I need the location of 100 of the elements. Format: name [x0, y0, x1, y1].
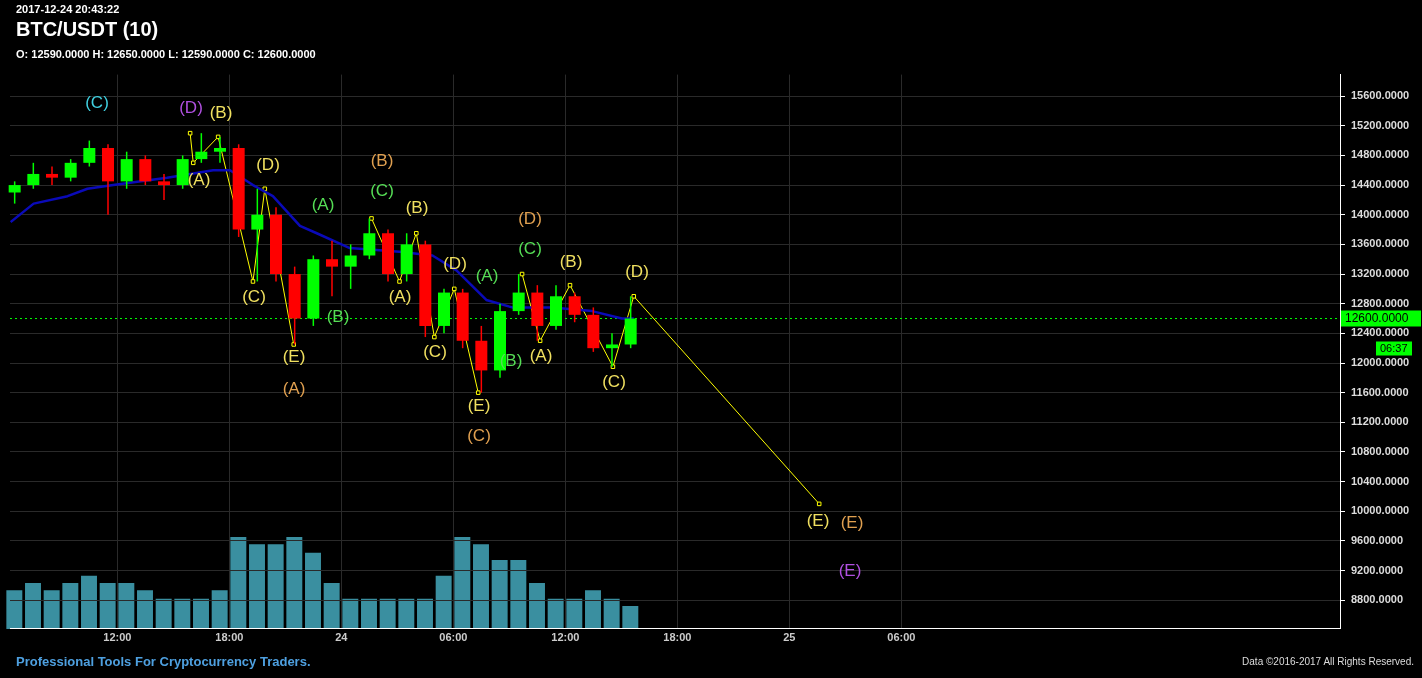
- bar: [361, 598, 378, 629]
- bar: [193, 598, 210, 629]
- point: [432, 334, 437, 340]
- chart-subtitle: O: 12590.0000 H: 12650.0000 L: 12590.0000 C: 12600.0000: [16, 48, 316, 60]
- x-tick-label: 12:00: [103, 631, 132, 644]
- point: [519, 271, 525, 277]
- x-tick-label: 18:00: [663, 631, 692, 644]
- annotation: (C): [370, 180, 394, 200]
- candlestick: [83, 139, 96, 168]
- bar: [604, 598, 620, 629]
- bar: [212, 590, 228, 629]
- x-tick-label: 12:00: [551, 631, 580, 644]
- bar: [174, 598, 191, 629]
- candlestick: [120, 150, 133, 190]
- bar: [398, 598, 415, 629]
- annotation: (A): [282, 378, 306, 398]
- y-tick-label: 9600.0000: [1351, 533, 1403, 546]
- y-tick-label: 15200.0000: [1351, 118, 1410, 131]
- y-tick-label: 8800.0000: [1351, 593, 1403, 606]
- candlestick: [214, 136, 226, 164]
- bar: [118, 582, 135, 629]
- bar: [436, 575, 452, 629]
- bar: [100, 582, 116, 629]
- x-tick-label: 24: [335, 631, 349, 644]
- annotation: (A): [475, 265, 499, 285]
- text: 2017-12-24 20:43:22: [16, 3, 120, 15]
- candlestick: [344, 243, 357, 290]
- point: [397, 279, 402, 284]
- point: [475, 390, 481, 395]
- y-tick-label: 11600.0000: [1351, 385, 1409, 398]
- candlestick: [64, 158, 77, 183]
- annotation: (A): [529, 345, 553, 365]
- bar: [622, 605, 639, 629]
- annotation: (C): [467, 425, 491, 445]
- point: [567, 282, 573, 288]
- point: [816, 501, 822, 507]
- bar: [25, 582, 42, 629]
- y-tick-label: 10400.0000: [1351, 474, 1410, 487]
- x-tick-label: 18:00: [215, 631, 244, 644]
- y-tick-label: 13600.0000: [1351, 237, 1410, 250]
- bar: [548, 598, 564, 629]
- point: [631, 294, 637, 299]
- candlestick: [139, 154, 152, 186]
- bar: [305, 552, 322, 629]
- bar: [324, 582, 340, 629]
- bar: [230, 536, 247, 629]
- point: [414, 230, 419, 236]
- annotation: (E): [838, 560, 862, 580]
- bar: [566, 598, 583, 629]
- y-tick-label: 12000.0000: [1351, 356, 1410, 369]
- annotation: (C): [602, 371, 626, 391]
- bar: [342, 598, 359, 629]
- point: [369, 216, 374, 221]
- annotation: (C): [518, 238, 542, 258]
- bar: [268, 544, 284, 629]
- bar: [510, 559, 527, 629]
- bar: [286, 536, 303, 629]
- bar: [454, 536, 471, 629]
- annotation: (D): [518, 208, 542, 228]
- point: [452, 286, 457, 292]
- y-tick-label: 11200.0000: [1351, 415, 1409, 428]
- annotation: (D): [625, 261, 649, 281]
- annotation: (B): [405, 197, 429, 217]
- x-tick-label: 06:00: [439, 631, 468, 644]
- candlestick: [8, 180, 21, 205]
- x-tick-label: 06:00: [887, 631, 916, 644]
- annotation: (E): [282, 346, 306, 366]
- point: [537, 338, 543, 344]
- candlestick: [568, 291, 581, 323]
- y-tick-label: 15600.0000: [1351, 89, 1410, 102]
- text: Professional Tools For Cryptocurrency Traders.: [16, 654, 311, 669]
- y-tick-label: 14800.0000: [1351, 148, 1410, 161]
- point: [187, 130, 193, 136]
- annotation: (B): [559, 251, 583, 271]
- annotation: (B): [326, 306, 350, 326]
- bar: [380, 598, 396, 629]
- y-tick-label: 14000.0000: [1351, 207, 1410, 220]
- bar: [6, 590, 23, 629]
- annotation: (D): [443, 253, 467, 273]
- y-tick-label: 12800.0000: [1351, 296, 1410, 309]
- bar: [585, 590, 602, 629]
- bar: [44, 590, 60, 629]
- annotation: (E): [840, 512, 864, 532]
- bar: [417, 598, 434, 629]
- point: [250, 279, 256, 284]
- annotation: (E): [467, 395, 491, 415]
- point: [291, 342, 296, 347]
- bar: [473, 544, 490, 629]
- bar: [249, 544, 266, 629]
- bar: [62, 582, 79, 629]
- annotation: (D): [256, 154, 280, 174]
- point: [190, 160, 196, 166]
- bar: [81, 575, 98, 629]
- annotation: (B): [370, 150, 394, 170]
- annotation: (C): [85, 92, 109, 112]
- annotation: (B): [209, 102, 233, 122]
- text: 06:37: [1380, 341, 1408, 354]
- chart-title: BTC/USDT (10): [16, 18, 159, 41]
- annotation: (A): [311, 194, 335, 214]
- y-tick-label: 9200.0000: [1351, 563, 1403, 576]
